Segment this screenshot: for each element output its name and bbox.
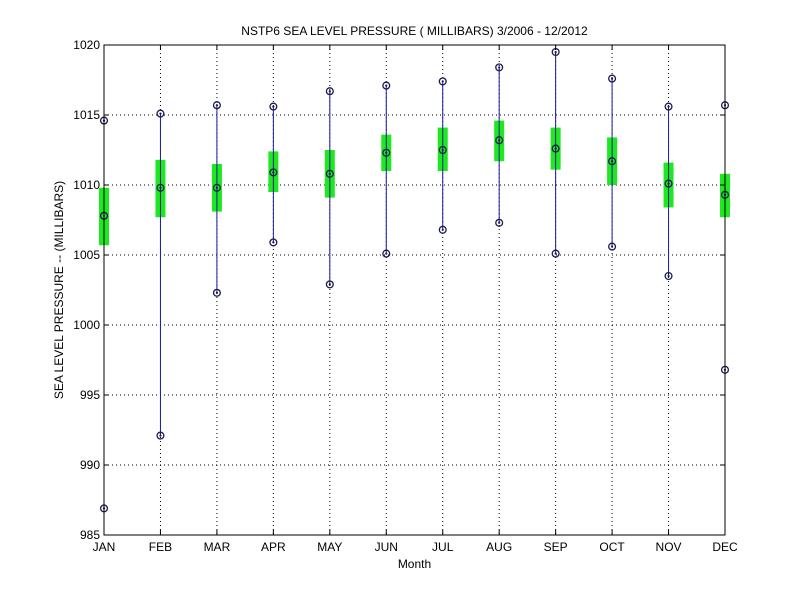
max-marker xyxy=(382,81,391,90)
y-tick-label: 1005 xyxy=(73,248,100,262)
y-tick-label: 1010 xyxy=(73,178,100,192)
mean-marker-dot xyxy=(667,182,670,185)
mean-marker-dot xyxy=(498,139,501,142)
min-marker-dot xyxy=(610,245,614,248)
mean-marker-dot xyxy=(159,186,162,189)
mean-marker xyxy=(608,157,617,166)
max-marker xyxy=(325,87,334,96)
min-marker-dot xyxy=(441,228,444,231)
mean-marker xyxy=(664,179,673,188)
mean-marker xyxy=(438,145,447,155)
mean-marker xyxy=(156,183,165,192)
x-tick-label: JAN xyxy=(93,540,116,554)
x-axis-label: Month xyxy=(398,557,431,571)
max-marker xyxy=(438,77,447,86)
min-marker xyxy=(551,249,560,258)
x-tick-label: DEC xyxy=(712,540,738,554)
max-marker-dot xyxy=(610,77,614,80)
month-box-mar xyxy=(211,101,222,297)
min-marker xyxy=(269,238,278,247)
mean-marker-dot xyxy=(215,186,219,189)
min-marker xyxy=(608,242,617,251)
month-box-apr xyxy=(268,102,279,247)
plot-frame xyxy=(103,44,726,536)
min-marker xyxy=(382,249,391,258)
max-marker-dot xyxy=(667,105,670,108)
min-marker-dot xyxy=(159,434,162,437)
min-marker-dot xyxy=(272,241,275,244)
min-marker-dot xyxy=(385,252,388,255)
max-marker-dot xyxy=(272,105,275,108)
min-marker xyxy=(156,431,165,440)
mean-marker xyxy=(551,144,560,153)
x-tick-label: JUL xyxy=(432,540,454,554)
month-box-aug xyxy=(494,63,505,227)
month-box-oct xyxy=(607,74,618,251)
mean-marker-dot xyxy=(554,147,557,150)
max-marker-dot xyxy=(159,112,162,115)
month-box-jul xyxy=(437,77,448,234)
y-tick-label: 990 xyxy=(80,458,100,472)
max-marker xyxy=(664,102,673,111)
max-marker-dot xyxy=(441,80,444,83)
x-tick-label: MAR xyxy=(204,540,231,554)
y-axis-label: SEA LEVEL PRESSURE -- (MILLIBARS) xyxy=(52,181,66,399)
y-tick-label: 1000 xyxy=(73,318,100,332)
max-marker-dot xyxy=(385,84,388,87)
month-box-nov xyxy=(663,102,674,281)
max-marker-dot xyxy=(498,66,501,69)
grid-lines xyxy=(104,45,725,535)
min-marker-dot xyxy=(498,221,501,224)
mean-marker xyxy=(325,169,334,178)
max-marker xyxy=(212,101,221,110)
min-marker xyxy=(212,288,221,297)
chart-title: NSTP6 SEA LEVEL PRESSURE ( MILLIBARS) 3/… xyxy=(241,24,588,38)
plot-background xyxy=(104,45,725,535)
mean-marker xyxy=(212,183,221,192)
y-tick-label: 1015 xyxy=(73,108,100,122)
mean-marker-dot xyxy=(610,160,614,163)
min-marker xyxy=(325,280,334,289)
y-tick-label: 995 xyxy=(80,388,100,402)
max-marker-dot xyxy=(328,90,331,93)
axis-tick-labels: 985 990 995 1000 1005 1010 1015 1020 JAN FEB MAR AP… xyxy=(73,38,738,554)
max-marker xyxy=(495,63,504,72)
x-tick-label: AUG xyxy=(486,540,512,554)
min-marker-dot xyxy=(215,291,219,294)
x-tick-label: MAY xyxy=(317,540,342,554)
x-tick-label: SEP xyxy=(544,540,568,554)
min-marker-dot xyxy=(667,274,670,278)
mean-marker-dot xyxy=(328,172,331,175)
min-marker-dot xyxy=(328,283,331,286)
max-marker-dot xyxy=(554,50,557,54)
min-marker-dot xyxy=(554,252,557,255)
y-tick-label: 1020 xyxy=(73,38,100,52)
mean-marker-dot xyxy=(272,171,275,174)
max-marker-dot xyxy=(215,104,219,107)
month-box-feb xyxy=(155,109,166,440)
max-marker xyxy=(608,74,617,83)
mean-marker xyxy=(382,148,391,157)
mean-marker xyxy=(495,136,504,145)
month-box-may xyxy=(324,87,335,289)
x-tick-label: JUN xyxy=(375,540,398,554)
max-marker xyxy=(269,102,278,111)
mean-marker-dot xyxy=(441,148,444,152)
month-box-jun xyxy=(381,81,392,258)
x-tick-label: OCT xyxy=(599,540,625,554)
axis-ticks xyxy=(103,44,726,536)
max-marker xyxy=(156,109,165,118)
min-marker xyxy=(438,225,447,234)
min-marker xyxy=(664,271,673,281)
mean-marker-dot xyxy=(385,151,388,154)
mean-marker xyxy=(269,168,278,177)
x-tick-label: FEB xyxy=(149,540,172,554)
min-marker xyxy=(495,218,504,227)
y-tick-label: 985 xyxy=(80,528,100,542)
x-tick-label: APR xyxy=(261,540,286,554)
x-tick-label: NOV xyxy=(656,540,682,554)
